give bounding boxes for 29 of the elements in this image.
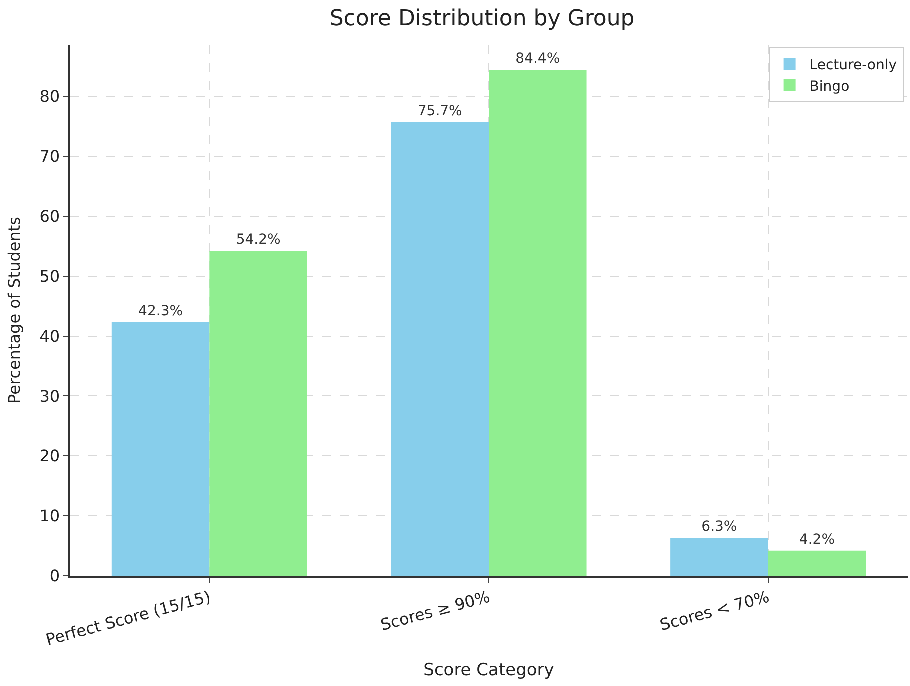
- legend-label: Bingo: [810, 78, 850, 95]
- y-tick-label: 0: [50, 566, 60, 586]
- chart-title: Score Distribution by Group: [330, 6, 635, 32]
- y-tick-label: 20: [40, 446, 60, 466]
- y-tick-label: 60: [40, 207, 60, 226]
- data-label: 42.3%: [138, 303, 184, 320]
- x-tick-label: Perfect Score (15/15): [44, 587, 213, 650]
- bar: [670, 538, 768, 576]
- data-label: 4.2%: [799, 532, 836, 548]
- y-tick-label: 30: [40, 386, 60, 406]
- bar: [112, 322, 210, 576]
- x-tick-label: Scores < 70%: [658, 587, 772, 635]
- y-tick-label: 40: [40, 326, 60, 346]
- bar: [391, 122, 489, 576]
- bar: [210, 251, 308, 576]
- y-tick-label: 70: [40, 147, 60, 166]
- y-tick-label: 50: [40, 266, 60, 286]
- x-axis-title: Score Category: [424, 660, 554, 680]
- data-label: 6.3%: [702, 519, 738, 536]
- data-label: 84.4%: [516, 51, 560, 68]
- data-label: 75.7%: [418, 103, 462, 120]
- y-tick-label: 10: [40, 506, 60, 526]
- y-axis-title: Percentage of Students: [5, 217, 24, 404]
- bar: [489, 70, 587, 576]
- legend-label: Lecture-only: [810, 58, 898, 74]
- bar: [768, 550, 866, 576]
- y-tick-label: 80: [40, 87, 60, 106]
- data-label: 54.2%: [236, 232, 281, 248]
- x-tick-label: Scores ≥ 90%: [378, 587, 492, 635]
